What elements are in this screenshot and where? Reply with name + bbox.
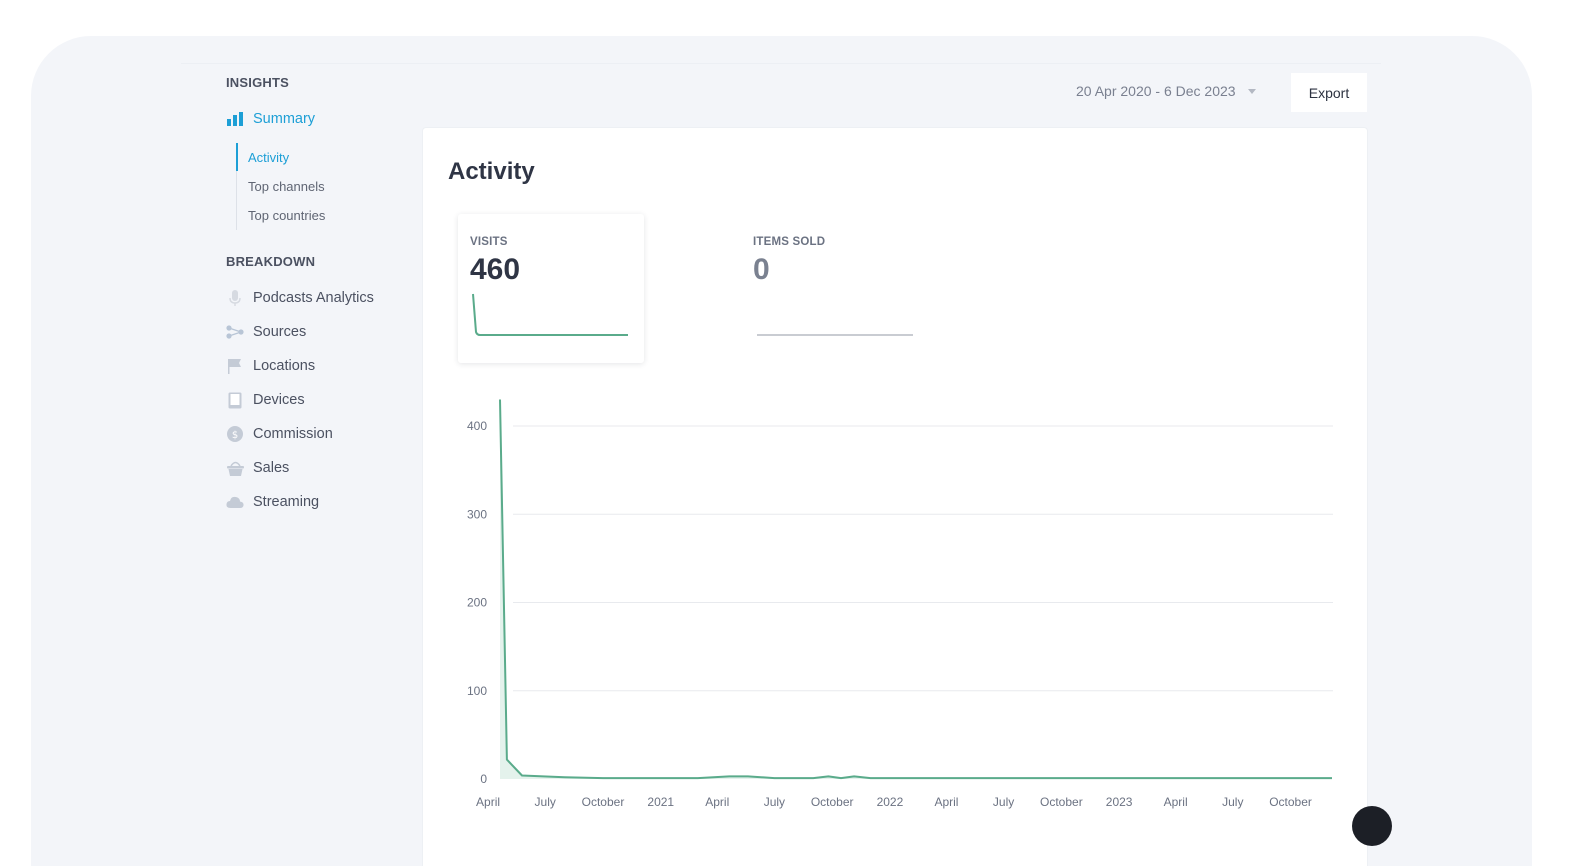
x-tick-label: July	[535, 795, 556, 809]
items-sold-sparkline	[757, 334, 913, 336]
sidebar-item-sources[interactable]: Sources	[226, 321, 306, 343]
dollar-coin-icon: $	[226, 425, 244, 443]
metric-label: VISITS	[470, 236, 508, 248]
x-tick-label: July	[764, 795, 785, 809]
sidebar-item-label: Podcasts Analytics	[253, 290, 374, 306]
x-tick-label: October	[1269, 795, 1312, 809]
x-tick-label: 2022	[877, 795, 904, 809]
basket-icon	[226, 459, 244, 477]
sidebar-item-podcasts-analytics[interactable]: Podcasts Analytics	[226, 287, 374, 309]
sidebar-item-label: Commission	[253, 426, 333, 442]
sidebar-item-label: Sales	[253, 460, 290, 476]
x-tick-label: 2021	[647, 795, 674, 809]
x-tick-label: October	[811, 795, 854, 809]
activity-chart: 0 100 200 300 400 April July October 2021 April Ju…	[467, 399, 1333, 809]
x-tick-label: April	[934, 795, 958, 809]
sidebar-item-label: Devices	[253, 392, 305, 408]
metric-items-sold[interactable]: ITEMS SOLD 0	[741, 214, 927, 363]
metric-value: 460	[470, 253, 521, 286]
subnav-item-top-countries[interactable]: Top countries	[248, 208, 326, 223]
x-tick-label: April	[476, 795, 500, 809]
visits-series-line	[499, 399, 1332, 780]
date-range-picker[interactable]: 20 Apr 2020 - 6 Dec 2023	[1076, 83, 1256, 99]
y-tick-label: 300	[467, 507, 487, 521]
share-nodes-icon	[226, 323, 244, 341]
sidebar-item-label: Locations	[253, 358, 316, 374]
x-tick-label: April	[705, 795, 729, 809]
card-title: Activity	[448, 158, 535, 185]
svg-text:$: $	[232, 430, 238, 441]
y-tick-label: 400	[467, 419, 487, 433]
caret-down-icon	[1247, 88, 1256, 94]
visits-series-area	[500, 399, 1332, 779]
summary-subnav: Activity Top channels Top countries	[236, 143, 325, 230]
date-range-text: 20 Apr 2020 - 6 Dec 2023	[1076, 83, 1236, 99]
cloud-icon	[226, 493, 244, 511]
header-divider	[181, 63, 1381, 64]
bar-chart-icon	[226, 110, 244, 128]
x-tick-label: July	[1222, 795, 1243, 809]
metric-label: ITEMS SOLD	[753, 236, 826, 248]
y-tick-label: 0	[480, 772, 487, 786]
chat-widget-button[interactable]	[1352, 806, 1392, 846]
sidebar-item-sales[interactable]: Sales	[226, 457, 289, 479]
x-tick-label: April	[1164, 795, 1188, 809]
x-tick-label: 2023	[1106, 795, 1133, 809]
active-indicator	[236, 143, 238, 171]
subnav-item-activity[interactable]: Activity	[248, 150, 290, 165]
x-tick-label: October	[582, 795, 625, 809]
x-tick-label: July	[993, 795, 1014, 809]
tablet-icon	[226, 391, 244, 409]
y-tick-label: 200	[467, 596, 487, 610]
sidebar-item-label: Sources	[253, 324, 307, 340]
sidebar-item-locations[interactable]: Locations	[226, 355, 315, 377]
x-tick-label: October	[1040, 795, 1083, 809]
visits-sparkline	[472, 293, 628, 336]
breakdown-section-title: BREAKDOWN	[226, 254, 316, 269]
activity-card: Activity VISITS 460 ITEMS SOLD 0 0 100 200…	[423, 128, 1367, 866]
flag-icon	[226, 357, 244, 375]
sidebar-item-summary[interactable]: Summary	[226, 108, 315, 130]
sidebar-item-label: Streaming	[253, 494, 320, 510]
subnav-item-top-channels[interactable]: Top channels	[248, 179, 325, 194]
sidebar-item-label: Summary	[253, 111, 316, 127]
sidebar-item-streaming[interactable]: Streaming	[226, 491, 319, 513]
metric-value: 0	[753, 253, 770, 286]
metric-visits[interactable]: VISITS 460	[458, 214, 644, 363]
sidebar-item-devices[interactable]: Devices	[226, 389, 305, 411]
app-frame: INSIGHTS Summary Activity Top channels T…	[31, 36, 1532, 866]
microphone-icon	[226, 289, 244, 307]
insights-section-title: INSIGHTS	[226, 75, 289, 90]
sidebar-item-commission[interactable]: $ Commission	[226, 423, 333, 445]
y-tick-label: 100	[467, 684, 487, 698]
export-button[interactable]: Export	[1291, 73, 1367, 112]
